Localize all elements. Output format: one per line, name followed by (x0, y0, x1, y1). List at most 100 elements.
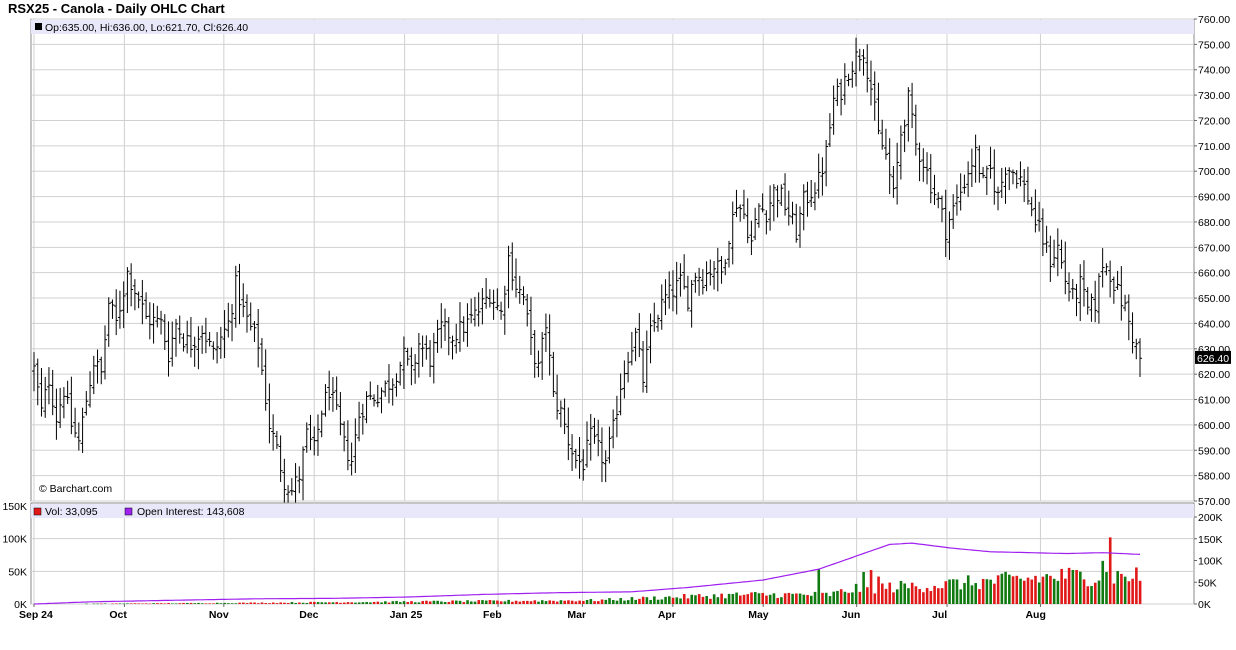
ohlc-bar (144, 292, 149, 320)
volume-bar (585, 599, 589, 604)
ohlc-bar (854, 37, 859, 87)
price-tick-label: 660.00 (1198, 268, 1230, 280)
month-label: Dec (299, 609, 318, 621)
volume-bar (100, 603, 103, 605)
volume-bar (309, 601, 312, 604)
ohlc-bar (599, 427, 604, 483)
volume-bar (899, 580, 903, 604)
price-tick-label: 640.00 (1198, 318, 1230, 330)
ohlc-bar (1138, 338, 1143, 378)
volume-bar (189, 602, 193, 604)
ohlc-bar (510, 242, 515, 291)
month-label: Apr (658, 609, 676, 621)
volume-bar (578, 600, 581, 604)
ohlc-bar (293, 463, 298, 506)
volume-bar (212, 603, 215, 604)
oi-tick-label: 100K (1198, 556, 1223, 568)
ohlc-bar (185, 320, 190, 354)
ohlc-bar (1007, 167, 1012, 191)
volume-bar (918, 589, 921, 604)
ohlc-bar (652, 302, 657, 332)
ohlc-bar (943, 189, 948, 258)
ohlc-bar (936, 192, 941, 209)
volume-bar (219, 603, 223, 604)
volume-bar (227, 603, 230, 604)
volume-bar (141, 603, 144, 605)
volume-bar (365, 601, 368, 604)
ohlc-bar (248, 302, 253, 331)
volume-bar (245, 603, 249, 604)
ohlc-bar (420, 335, 425, 367)
volume-bar (649, 599, 652, 604)
volume-bar (1082, 579, 1086, 604)
volume-bar (716, 597, 720, 604)
ohlc-bar (760, 193, 765, 213)
volume-bar (398, 602, 402, 604)
ohlc-bar (846, 73, 851, 87)
ohlc-bar (110, 299, 115, 319)
ohlc-bar (334, 376, 339, 410)
ohlc-bar (678, 263, 683, 297)
volume-bar (772, 593, 776, 604)
ohlc-bar (401, 336, 406, 389)
volume-bar (944, 581, 948, 604)
ohlc-bar (274, 430, 279, 449)
ohlc-bar (528, 296, 533, 356)
ohlc-bar (1119, 266, 1124, 321)
ohlc-bar (764, 210, 769, 235)
ohlc-bar (46, 367, 51, 405)
volume-bar (148, 603, 152, 605)
ohlc-bar (162, 314, 167, 350)
volume-bar (559, 600, 563, 604)
ohlc-bar (1022, 168, 1027, 203)
volume-bar (133, 603, 137, 604)
volume-bar (892, 592, 895, 604)
volume-bar (675, 597, 679, 604)
volume-bar (290, 602, 294, 604)
oi-tick-label: 0K (1198, 599, 1211, 611)
volume-bar (1127, 581, 1131, 604)
volume-bar (163, 603, 167, 604)
volume-bar (544, 601, 548, 604)
volume-bar (402, 601, 406, 604)
ohlc-bar (592, 417, 597, 444)
volume-bar (1049, 575, 1052, 604)
volume-bar (417, 602, 421, 604)
volume-bar (993, 583, 996, 604)
volume-bar (1112, 583, 1116, 604)
ohlc-bar (50, 369, 55, 416)
ohlc-bar (633, 327, 638, 362)
volume-bar (727, 593, 731, 604)
ohlc-bar (499, 301, 504, 320)
ohlc-bar (476, 292, 481, 327)
volume-bar (413, 602, 417, 604)
volume-bar (619, 598, 623, 604)
volume-bar (1135, 567, 1138, 604)
ohlc-bar (581, 449, 586, 481)
volume-bar (682, 594, 686, 604)
ohlc-bar (585, 421, 590, 468)
volume-bar (503, 601, 507, 604)
volume-bar (1101, 560, 1105, 604)
volume-bar (634, 599, 637, 604)
month-label: Feb (483, 609, 502, 621)
volume-bar (1022, 580, 1026, 604)
ohlc-bar (1100, 248, 1105, 288)
volume-bar (862, 571, 865, 604)
volume-bar (242, 602, 245, 604)
ohlc-bar (297, 466, 302, 494)
volume-bar (185, 602, 189, 604)
ohlc-bar (319, 410, 324, 438)
ohlc-bar (958, 173, 963, 211)
ohlc-bar (461, 316, 466, 342)
volume-bar (552, 600, 555, 604)
ohlc-bar (947, 211, 952, 260)
volume-bar (989, 579, 992, 604)
price-tick-label: 680.00 (1198, 217, 1230, 229)
volume-bar (421, 601, 424, 604)
volume-bar (1138, 580, 1142, 604)
volume-bar (451, 600, 454, 604)
volume-bar (776, 598, 779, 604)
ohlc-bar (928, 154, 933, 204)
volume-bar (787, 592, 791, 604)
